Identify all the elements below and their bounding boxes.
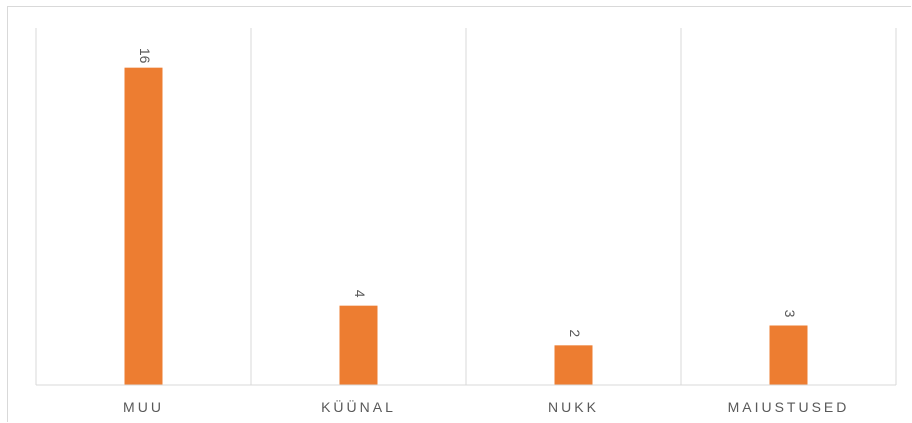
x-tick-label: NUKK xyxy=(548,399,599,415)
bar xyxy=(769,325,808,385)
x-tick-label: KÜÜNAL xyxy=(321,398,396,415)
data-label: 4 xyxy=(352,290,368,298)
bar xyxy=(339,305,378,385)
x-tick-label: MUU xyxy=(123,399,164,415)
chart-frame xyxy=(7,6,911,422)
data-label: 2 xyxy=(567,329,583,337)
x-tick-label: MAIUSTUSED xyxy=(728,399,850,415)
data-label: 16 xyxy=(137,48,153,64)
bar xyxy=(124,67,163,386)
bar xyxy=(554,345,593,385)
data-label: 3 xyxy=(782,310,798,318)
